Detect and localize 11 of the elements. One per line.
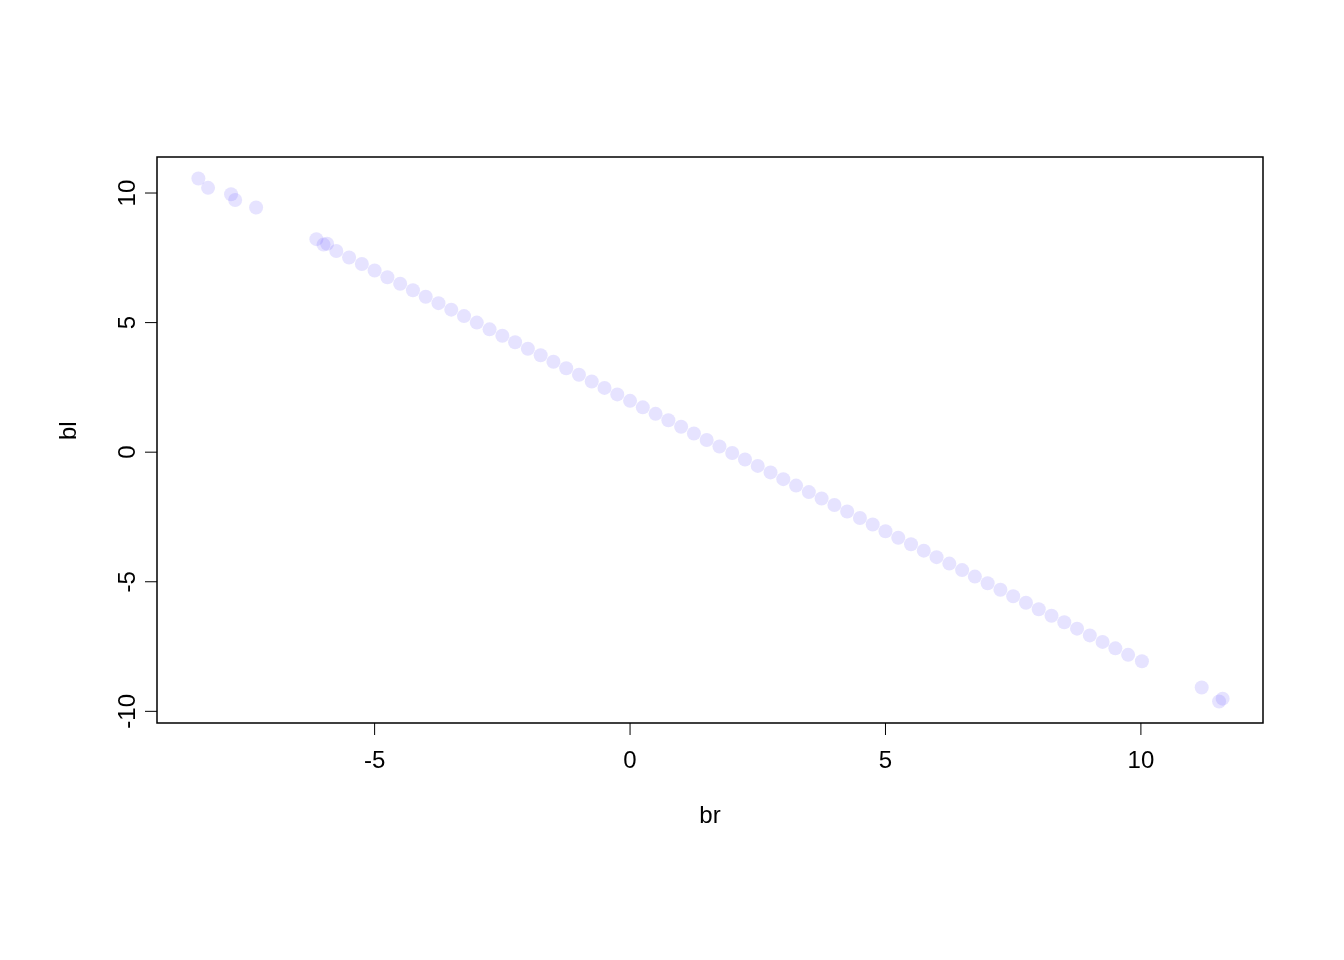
- x-tick-label: 0: [623, 746, 637, 774]
- y-tick-label: -5: [113, 571, 140, 593]
- y-tick-label: -10: [113, 693, 140, 729]
- y-tick-label: 5: [113, 315, 140, 330]
- y-axis-title: bl: [53, 421, 81, 440]
- y-tick-label: 10: [113, 179, 140, 207]
- x-tick-label: 10: [1127, 746, 1155, 774]
- x-tick-label: -5: [363, 746, 386, 774]
- y-tick-label: 0: [113, 445, 140, 459]
- x-axis-title: br: [699, 801, 721, 828]
- x-tick-label: 5: [878, 746, 893, 774]
